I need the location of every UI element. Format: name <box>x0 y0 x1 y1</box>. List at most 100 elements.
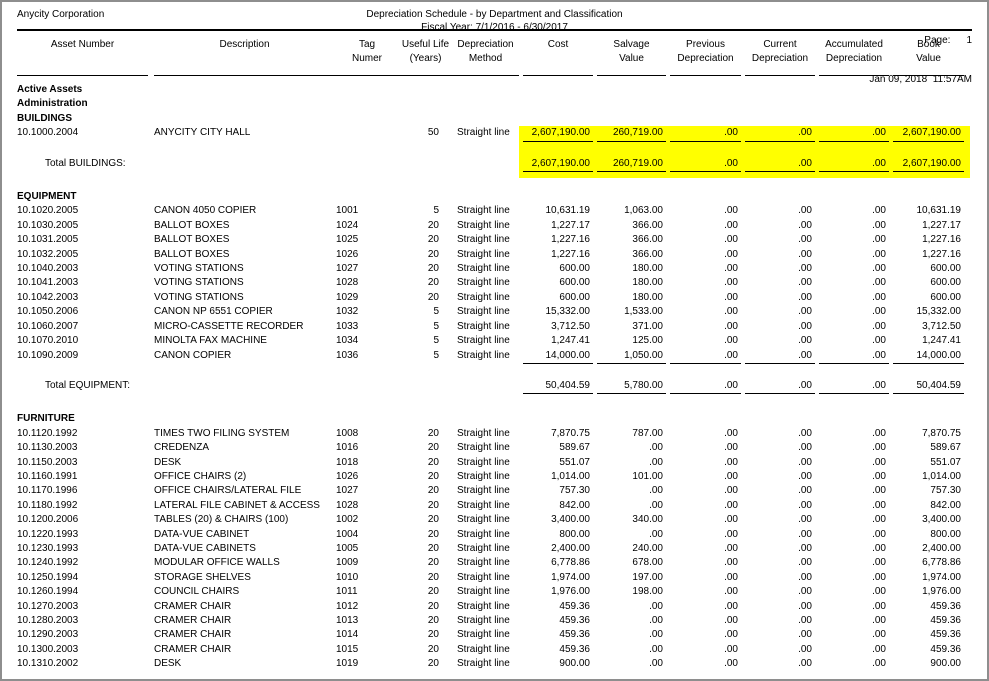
cell-cost: 600.00 <box>559 263 590 275</box>
cell-asset-number: 10.1250.1994 <box>17 571 79 583</box>
table-body: Active Assets Administration BUILDINGS 10.1… <box>2 76 987 672</box>
table-row: 10.1250.1994 STORAGE SHELVES 1010 20 Straigh… <box>2 571 987 585</box>
column-header-useful-life: Useful Life (Years) <box>399 38 452 76</box>
cell-tag-number: 1034 <box>336 335 359 347</box>
cell-depreciation-method: Straight line <box>457 427 510 439</box>
table-row: 10.1170.1996 OFFICE CHAIRS/LATERAL FILE 10… <box>2 484 987 498</box>
section-label-text: FURNITURE <box>17 413 75 425</box>
total-salvage-value: 5,780.00 <box>597 379 666 395</box>
cell-description: CRAMER CHAIR <box>154 643 232 655</box>
cell-book-value: 6,778.86 <box>922 557 961 569</box>
cell-book-value: 15,332.00 <box>916 306 962 318</box>
cell-salvage-value: .00 <box>649 499 663 511</box>
cell-previous-depreciation: .00 <box>670 349 741 364</box>
cell-cost: 900.00 <box>559 658 590 670</box>
cell-book-value: 551.07 <box>930 456 961 468</box>
cell-depreciation-method: Straight line <box>457 571 510 583</box>
cell-previous-depreciation: .00 <box>724 615 738 626</box>
cell-accumulated-depreciation: .00 <box>872 219 886 231</box>
cell-salvage-value: .00 <box>649 643 663 655</box>
cell-book-value: 1,227.16 <box>922 248 961 260</box>
cell-current-depreciation: .00 <box>798 234 812 246</box>
cell-accumulated-depreciation: .00 <box>872 528 886 540</box>
cell-description: DESK <box>154 456 182 468</box>
cell-useful-life: 20 <box>427 248 439 260</box>
cell-tag-number: 1028 <box>336 277 359 289</box>
cell-previous-depreciation: .00 <box>724 234 738 246</box>
cell-depreciation-method: Straight line <box>457 335 510 347</box>
total-cost: 50,404.59 <box>523 379 593 395</box>
cell-tag-number: 1016 <box>336 442 359 454</box>
cell-previous-depreciation: .00 <box>724 514 738 526</box>
cell-tag-number: 1009 <box>336 557 359 569</box>
cell-asset-number: 10.1280.2003 <box>17 615 79 626</box>
cell-salvage-value: 678.00 <box>632 557 663 569</box>
cell-previous-depreciation: .00 <box>724 542 738 554</box>
section-label-text: Active Assets <box>17 84 83 95</box>
table-row: 10.1200.2006 TABLES (20) & CHAIRS (100) 10… <box>2 513 987 527</box>
cell-current-depreciation: .00 <box>798 528 812 540</box>
cell-useful-life: 20 <box>427 277 439 289</box>
cell-book-value: 14,000.00 <box>893 349 964 364</box>
cell-asset-number: 10.1050.2006 <box>17 306 79 318</box>
column-headers: Asset Number Description Tag Numer Useful Li… <box>2 31 987 76</box>
table-row: 10.1280.2003 CRAMER CHAIR 1013 20 Straight l… <box>2 614 987 628</box>
total-accumulated-depreciation: .00 <box>819 157 889 173</box>
cell-previous-depreciation: .00 <box>724 485 738 497</box>
table-row: 10.1300.2003 CRAMER CHAIR 1015 20 Straight l… <box>2 643 987 657</box>
cell-description: ANYCITY CITY HALL <box>154 127 251 139</box>
cell-depreciation-method: Straight line <box>457 127 510 139</box>
cell-current-depreciation: .00 <box>798 277 812 289</box>
cell-tag-number: 1028 <box>336 499 359 511</box>
cell-cost: 1,227.16 <box>551 234 590 246</box>
cell-tag-number: 1025 <box>336 234 359 246</box>
cell-current-depreciation: .00 <box>798 485 812 497</box>
cell-salvage-value: 366.00 <box>632 248 663 260</box>
cell-tag-number: 1004 <box>336 528 359 540</box>
cell-accumulated-depreciation: .00 <box>872 456 886 468</box>
cell-current-depreciation: .00 <box>798 643 812 655</box>
cell-cost: 1,974.00 <box>551 571 590 583</box>
fiscal-year: Fiscal Year: 7/1/2016 - 6/30/2017 <box>421 22 568 33</box>
cell-salvage-value: 197.00 <box>632 571 663 583</box>
report-title: Depreciation Schedule - by Department an… <box>366 9 623 20</box>
cell-current-depreciation: .00 <box>798 291 812 303</box>
table-row: 10.1070.2010 MINOLTA FAX MACHINE 1034 5 Stra… <box>2 334 987 348</box>
cell-accumulated-depreciation: .00 <box>872 320 886 332</box>
cell-tag-number: 1026 <box>336 248 359 260</box>
cell-useful-life: 5 <box>433 306 439 318</box>
cell-depreciation-method: Straight line <box>457 277 510 289</box>
cell-current-depreciation: .00 <box>798 442 812 454</box>
header-divider <box>17 29 972 31</box>
cell-cost: 2,400.00 <box>551 542 590 554</box>
cell-book-value: 459.36 <box>930 629 961 641</box>
cell-useful-life: 20 <box>427 571 439 583</box>
cell-salvage-value: 101.00 <box>632 470 663 482</box>
cell-asset-number: 10.1090.2009 <box>17 349 79 361</box>
cell-cost: 842.00 <box>559 499 590 511</box>
table-row: 10.1160.1991 OFFICE CHAIRS (2) 1026 20 Strai… <box>2 470 987 484</box>
cell-book-value: 459.36 <box>930 643 961 655</box>
cell-current-depreciation: .00 <box>798 615 812 626</box>
cell-useful-life: 5 <box>433 349 439 361</box>
section-label-text: EQUIPMENT <box>17 191 77 203</box>
cell-depreciation-method: Straight line <box>457 485 510 497</box>
cell-book-value: 3,712.50 <box>922 320 961 332</box>
cell-previous-depreciation: .00 <box>724 557 738 569</box>
cell-salvage-value: 180.00 <box>632 277 663 289</box>
table-row: 10.1260.1994 COUNCIL CHAIRS 1011 20 Straight… <box>2 585 987 599</box>
cell-salvage-value: .00 <box>649 485 663 497</box>
cell-useful-life: 20 <box>427 600 439 612</box>
table-row: 10.1000.2004 ANYCITY CITY HALL 50 Straight … <box>2 126 987 150</box>
cell-tag-number <box>335 126 399 141</box>
cell-accumulated-depreciation: .00 <box>872 234 886 246</box>
cell-current-depreciation: .00 <box>798 263 812 275</box>
cell-depreciation-method: Straight line <box>457 629 510 641</box>
cell-asset-number: 10.1060.2007 <box>17 320 79 332</box>
cell-depreciation-method: Straight line <box>457 349 510 361</box>
table-row: 10.1270.2003 CRAMER CHAIR 1012 20 Straight l… <box>2 600 987 614</box>
cell-book-value: 589.67 <box>930 442 961 454</box>
cell-book-value: 1,974.00 <box>922 571 961 583</box>
cell-description: DESK <box>154 658 182 670</box>
cell-salvage-value: 125.00 <box>632 335 663 347</box>
